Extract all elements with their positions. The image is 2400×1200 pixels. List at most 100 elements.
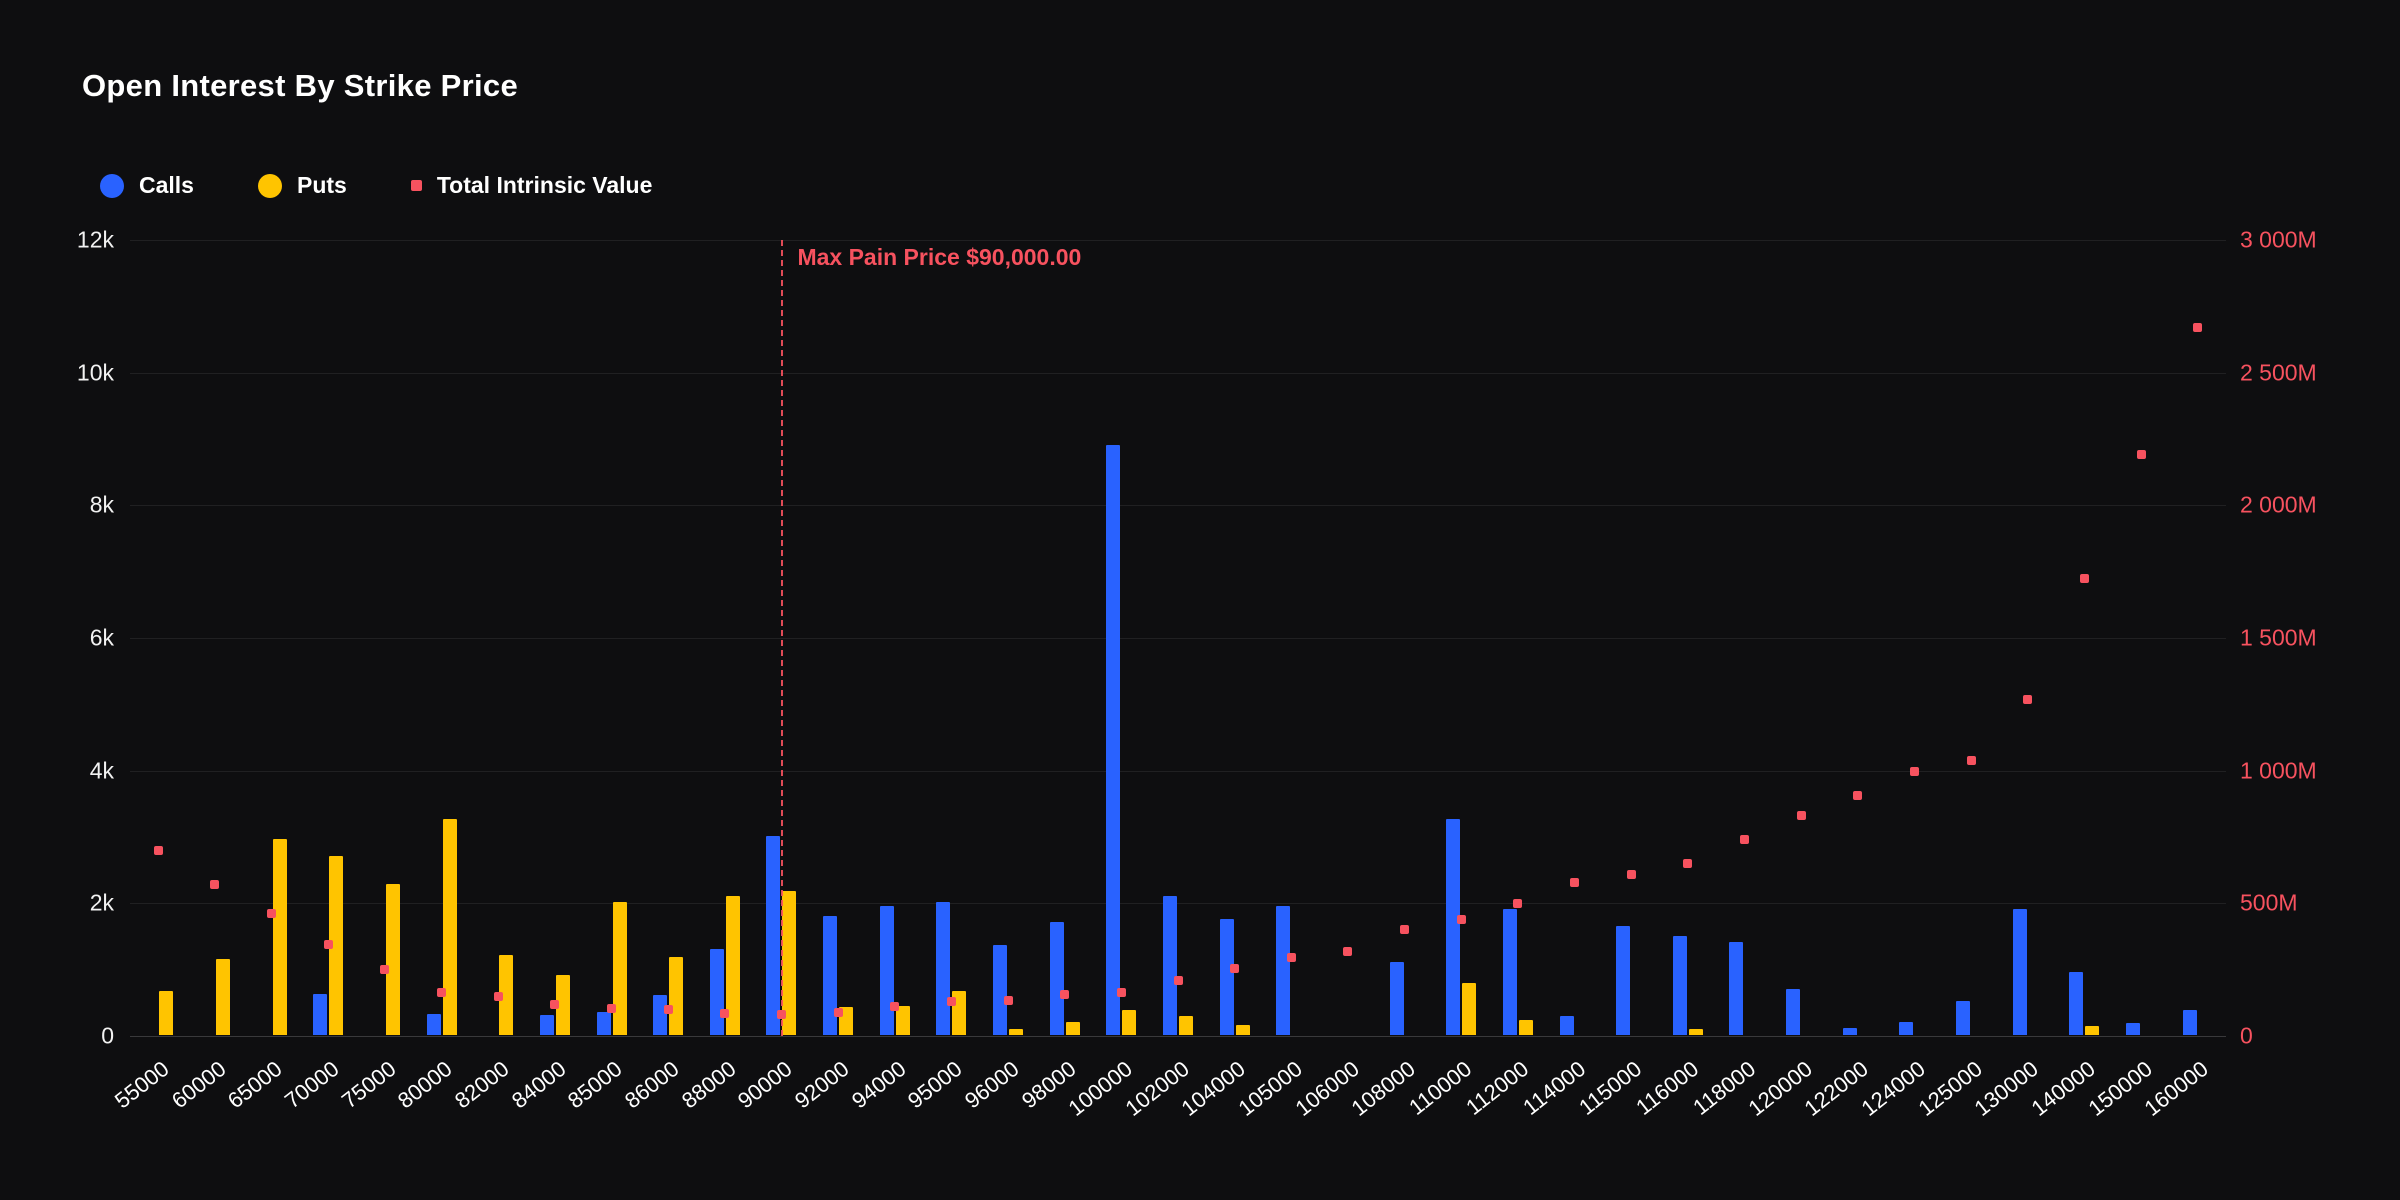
intrinsic-value-point[interactable]: [1003, 995, 1013, 1005]
calls-bar[interactable]: [539, 1015, 554, 1035]
intrinsic-value-point[interactable]: [1853, 791, 1863, 801]
intrinsic-value-point[interactable]: [2193, 323, 2203, 333]
calls-bar[interactable]: [1616, 925, 1631, 1035]
calls-bar[interactable]: [1276, 905, 1291, 1035]
intrinsic-value-point[interactable]: [1400, 925, 1410, 935]
calls-bar[interactable]: [879, 905, 894, 1035]
intrinsic-value-point[interactable]: [1116, 987, 1126, 997]
legend-item-total-intrinsic-value[interactable]: Total Intrinsic Value: [410, 172, 653, 199]
puts-bar[interactable]: [442, 819, 457, 1035]
puts-bar[interactable]: [215, 958, 230, 1035]
calls-bar[interactable]: [1559, 1016, 1574, 1035]
calls-bar[interactable]: [2126, 1023, 2141, 1035]
intrinsic-value-point[interactable]: [946, 997, 956, 1006]
intrinsic-value-point[interactable]: [1909, 767, 1919, 777]
intrinsic-value-point[interactable]: [550, 999, 560, 1009]
puts-bar[interactable]: [159, 990, 174, 1035]
intrinsic-value-point[interactable]: [267, 909, 277, 919]
intrinsic-value-point[interactable]: [1513, 898, 1523, 908]
calls-bar[interactable]: [1672, 935, 1687, 1035]
calls-bar[interactable]: [1049, 922, 1064, 1035]
calls-bar[interactable]: [936, 902, 951, 1035]
legend-label: Total Intrinsic Value: [436, 172, 653, 198]
right-axis-tick: 500M: [2240, 889, 2298, 916]
intrinsic-value-point[interactable]: [1796, 811, 1806, 821]
x-axis-tick: 55000: [110, 1056, 174, 1114]
puts-bar[interactable]: [1179, 1016, 1193, 1035]
puts-bar[interactable]: [1122, 1010, 1137, 1035]
calls-bar[interactable]: [1786, 988, 1801, 1035]
intrinsic-value-point[interactable]: [1286, 953, 1296, 963]
calls-bar[interactable]: [426, 1013, 441, 1035]
intrinsic-value-point[interactable]: [833, 1007, 843, 1017]
calls-bar[interactable]: [1729, 942, 1744, 1035]
intrinsic-value-point[interactable]: [2136, 450, 2146, 460]
intrinsic-value-point[interactable]: [437, 987, 447, 997]
intrinsic-value-point[interactable]: [1060, 990, 1070, 1000]
intrinsic-value-point[interactable]: [663, 1004, 673, 1014]
puts-bar[interactable]: [1688, 1029, 1703, 1035]
calls-bar[interactable]: [993, 945, 1008, 1035]
intrinsic-value-point[interactable]: [380, 965, 390, 975]
puts-bar[interactable]: [725, 895, 740, 1035]
puts-bar[interactable]: [669, 956, 684, 1035]
calls-bar[interactable]: [653, 995, 668, 1035]
intrinsic-value-point[interactable]: [1343, 946, 1353, 956]
intrinsic-value-point[interactable]: [607, 1003, 616, 1013]
intrinsic-value-point[interactable]: [720, 1008, 730, 1018]
legend-item-calls[interactable]: Calls: [100, 172, 194, 199]
puts-bar[interactable]: [1462, 983, 1477, 1035]
calls-bar[interactable]: [709, 948, 724, 1035]
puts-bar[interactable]: [272, 839, 287, 1035]
intrinsic-value-point[interactable]: [1230, 963, 1240, 973]
puts-bar[interactable]: [839, 1007, 854, 1035]
puts-bar[interactable]: [1065, 1021, 1080, 1035]
calls-bar[interactable]: [1163, 895, 1177, 1035]
intrinsic-value-point[interactable]: [2023, 694, 2033, 704]
intrinsic-value-point[interactable]: [1626, 869, 1636, 879]
puts-bar[interactable]: [1235, 1025, 1250, 1035]
intrinsic-value-point[interactable]: [1966, 755, 1976, 765]
intrinsic-value-point[interactable]: [1739, 835, 1749, 845]
x-axis-tick: 125000: [1913, 1056, 1987, 1121]
calls-bar[interactable]: [2012, 908, 2027, 1035]
calls-bar[interactable]: [2182, 1009, 2197, 1035]
right-axis-tick: 0: [2240, 1022, 2253, 1049]
calls-bar[interactable]: [1106, 444, 1121, 1035]
calls-bar[interactable]: [596, 1011, 611, 1035]
puts-bar[interactable]: [329, 855, 344, 1035]
calls-bar[interactable]: [1899, 1021, 1914, 1035]
intrinsic-value-point[interactable]: [493, 991, 503, 1001]
puts-bar[interactable]: [952, 991, 967, 1035]
calls-bar[interactable]: [1502, 908, 1517, 1035]
calls-bar[interactable]: [1446, 819, 1461, 1035]
intrinsic-value-point[interactable]: [1570, 877, 1580, 887]
puts-bar[interactable]: [555, 975, 570, 1035]
calls-bar[interactable]: [2069, 971, 2084, 1035]
calls-bar[interactable]: [1389, 962, 1404, 1035]
calls-bar[interactable]: [823, 915, 838, 1035]
intrinsic-value-point[interactable]: [890, 1002, 900, 1012]
intrinsic-value-point[interactable]: [210, 880, 220, 890]
intrinsic-value-point[interactable]: [323, 939, 333, 949]
calls-bar[interactable]: [766, 836, 781, 1035]
puts-bar[interactable]: [612, 902, 627, 1035]
puts-bar[interactable]: [782, 891, 797, 1035]
intrinsic-value-point[interactable]: [1173, 975, 1183, 985]
legend-item-puts[interactable]: Puts: [257, 172, 347, 199]
puts-bar[interactable]: [895, 1005, 910, 1035]
intrinsic-value-point[interactable]: [2079, 573, 2089, 583]
right-axis-tick: 2 000M: [2240, 491, 2317, 518]
puts-bar[interactable]: [499, 955, 514, 1035]
calls-bar[interactable]: [1956, 1000, 1971, 1035]
calls-bar[interactable]: [1219, 918, 1234, 1035]
calls-bar[interactable]: [1842, 1028, 1857, 1035]
puts-bar[interactable]: [1518, 1019, 1533, 1035]
puts-bar[interactable]: [1009, 1029, 1024, 1035]
puts-bar[interactable]: [385, 883, 400, 1035]
puts-bar[interactable]: [2085, 1025, 2100, 1035]
intrinsic-value-point[interactable]: [153, 845, 163, 855]
calls-bar[interactable]: [313, 993, 328, 1035]
intrinsic-value-point[interactable]: [1456, 914, 1466, 924]
intrinsic-value-point[interactable]: [1683, 859, 1693, 869]
